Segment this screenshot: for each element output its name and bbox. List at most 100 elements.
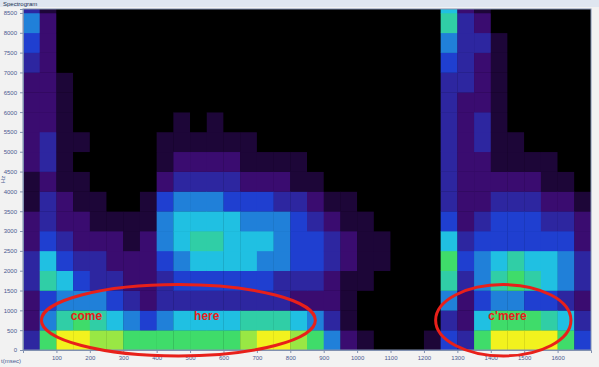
cell: [324, 92, 341, 112]
y-tick-label: 500: [7, 328, 18, 334]
cell: [223, 13, 240, 33]
y-tick-mark: [20, 191, 23, 192]
cell: [407, 9, 424, 13]
cell: [173, 211, 190, 231]
cell: [23, 231, 40, 251]
cell: [407, 132, 424, 152]
cell: [40, 33, 57, 53]
cell: [307, 211, 324, 231]
cell: [274, 13, 291, 33]
cell: [558, 191, 575, 211]
cell: [173, 191, 190, 211]
cell: [190, 92, 207, 112]
cell: [190, 291, 207, 311]
cell: [357, 231, 374, 251]
y-tick: 2000: [4, 268, 23, 274]
cell: [290, 271, 307, 291]
cell: [340, 172, 357, 192]
cell: [123, 92, 140, 112]
cell: [40, 72, 57, 92]
cell: [107, 231, 124, 251]
cell: [23, 310, 40, 330]
cell: [274, 9, 291, 13]
x-tick-label: 800: [286, 355, 297, 361]
cell: [340, 112, 357, 132]
cell: [274, 172, 291, 192]
cell: [474, 112, 491, 132]
cell: [574, 9, 591, 13]
cell: [374, 271, 391, 291]
cell: [441, 112, 458, 132]
cell: [491, 9, 508, 13]
cell: [123, 191, 140, 211]
cell: [424, 33, 441, 53]
y-tick-mark: [20, 53, 23, 54]
cell: [40, 13, 57, 33]
cell: [240, 9, 257, 13]
cell: [23, 13, 40, 33]
y-tick: 3000: [4, 228, 23, 234]
y-tick-label: 5000: [4, 149, 18, 155]
cell: [474, 172, 491, 192]
cell: [173, 231, 190, 251]
cell: [240, 132, 257, 152]
x-tick-mark: [457, 350, 458, 353]
y-tick: 3500: [4, 209, 23, 215]
cell: [340, 72, 357, 92]
cell: [507, 53, 524, 73]
cell: [424, 53, 441, 73]
cell: [574, 191, 591, 211]
cell: [507, 172, 524, 192]
cell: [507, 112, 524, 132]
cell: [290, 53, 307, 73]
cell: [56, 33, 73, 53]
x-tick-mark: [357, 350, 358, 353]
cell: [374, 13, 391, 33]
y-tick: 8500: [4, 10, 23, 16]
cell: [290, 310, 307, 330]
cell: [73, 152, 90, 172]
cell: [73, 271, 90, 291]
cell: [324, 72, 341, 92]
cell: [23, 112, 40, 132]
y-tick-label: 3500: [4, 209, 18, 215]
cell: [240, 191, 257, 211]
cell: [140, 291, 157, 311]
cell: [374, 172, 391, 192]
cell: [123, 9, 140, 13]
cell: [474, 152, 491, 172]
cell: [290, 251, 307, 271]
cell: [240, 72, 257, 92]
cell: [357, 330, 374, 350]
y-tick-mark: [20, 350, 23, 351]
cell: [407, 13, 424, 33]
x-tick-mark: [290, 350, 291, 353]
cell: [357, 251, 374, 271]
y-tick-mark: [20, 152, 23, 153]
cell: [207, 152, 224, 172]
cell: [207, 172, 224, 192]
cell: [40, 191, 57, 211]
cell: [474, 92, 491, 112]
cell: [307, 9, 324, 13]
cell: [491, 191, 508, 211]
y-tick-mark: [20, 271, 23, 272]
cell: [524, 13, 541, 33]
cell: [274, 53, 291, 73]
cell: [457, 92, 474, 112]
cell: [240, 53, 257, 73]
cell: [541, 9, 558, 13]
cell: [274, 132, 291, 152]
cell: [357, 291, 374, 311]
cell: [424, 251, 441, 271]
cell: [90, 271, 107, 291]
cell: [290, 191, 307, 211]
cell: [73, 33, 90, 53]
cell: [157, 251, 174, 271]
y-tick-label: 4500: [4, 169, 18, 175]
cell: [457, 53, 474, 73]
cell: [374, 72, 391, 92]
cell: [223, 132, 240, 152]
cell: [524, 9, 541, 13]
cell: [324, 53, 341, 73]
